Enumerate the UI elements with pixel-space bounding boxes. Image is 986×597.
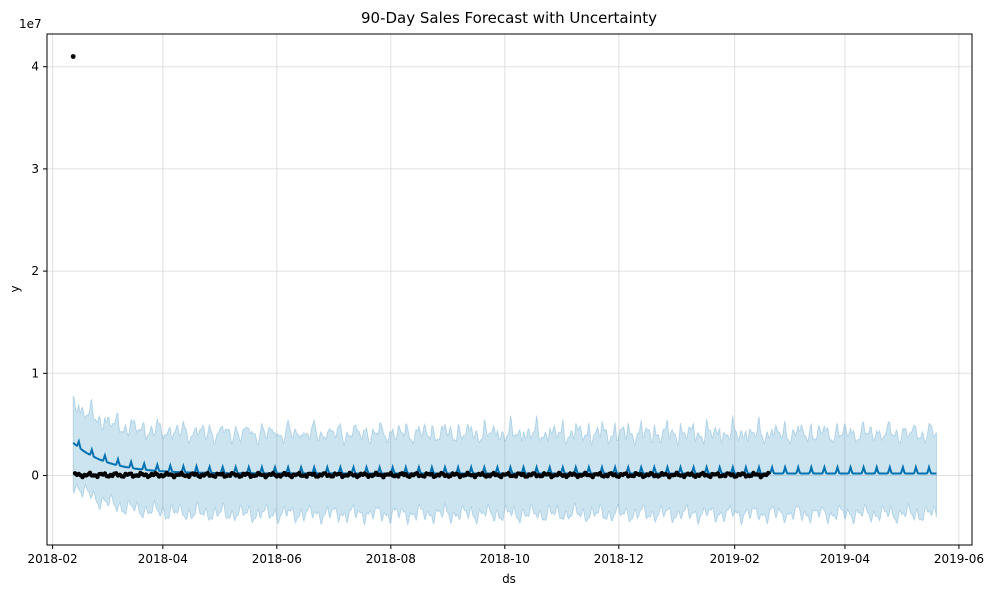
y-tick-label: 4 bbox=[31, 60, 39, 74]
y-axis-ticks: 0 1 2 3 4 bbox=[31, 60, 47, 483]
observed-point bbox=[766, 470, 771, 476]
uncertainty-interval bbox=[72, 395, 937, 527]
y-axis-label: y bbox=[8, 285, 22, 292]
x-tick-label: 2019-04 bbox=[820, 552, 870, 566]
x-tick-label: 2018-06 bbox=[252, 552, 302, 566]
x-tick-label: 2018-10 bbox=[480, 552, 530, 566]
x-tick-label: 2019-02 bbox=[710, 552, 760, 566]
y-tick-label: 0 bbox=[31, 469, 39, 483]
x-tick-label: 2018-08 bbox=[366, 552, 416, 566]
y-tick-label: 3 bbox=[31, 162, 39, 176]
y-tick-label: 1 bbox=[31, 366, 39, 380]
observed-points bbox=[70, 54, 771, 480]
x-tick-label: 2019-06 bbox=[934, 552, 984, 566]
y-axis-multiplier: 1e7 bbox=[19, 17, 42, 31]
plot-frame bbox=[46, 33, 973, 546]
y-tick-label: 2 bbox=[31, 264, 39, 278]
x-axis-ticks: 2018-02 2018-04 2018-06 2018-08 2018-10 2018-… bbox=[28, 545, 984, 566]
x-axis-label: ds bbox=[502, 572, 516, 586]
x-tick-label: 2018-02 bbox=[28, 552, 78, 566]
uncertainty-band bbox=[72, 395, 937, 527]
x-tick-label: 2018-04 bbox=[138, 552, 188, 566]
x-tick-label: 2018-12 bbox=[594, 552, 644, 566]
chart-title: 90-Day Sales Forecast with Uncertainty bbox=[361, 9, 657, 27]
observed-outlier-point bbox=[70, 54, 76, 59]
